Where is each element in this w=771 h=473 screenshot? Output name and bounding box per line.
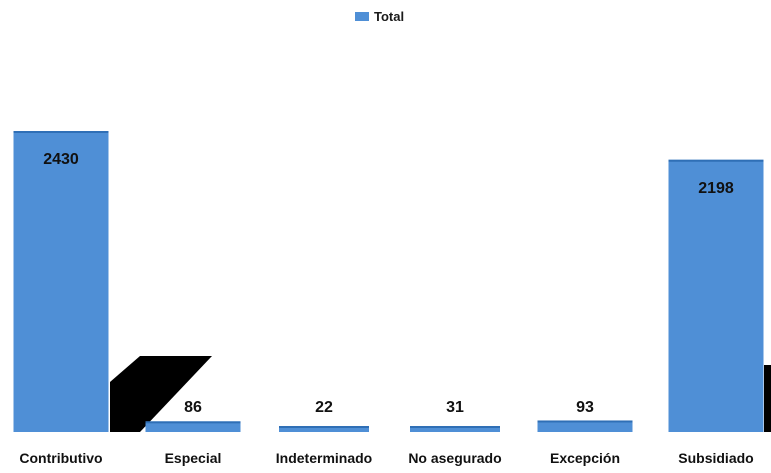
category-label-no-asegurado: No asegurado — [408, 450, 501, 466]
category-labels: Contributivo Especial Indeterminado No a… — [19, 450, 753, 466]
data-labels: 2430 86 22 31 93 2198 — [43, 151, 734, 416]
bar-top-edge-contributivo — [13, 131, 109, 133]
bar-indeterminado — [279, 426, 369, 432]
bar-top-edge-indeterminado — [279, 426, 369, 428]
bar-shadow-subsidiado — [764, 365, 771, 432]
bar-shadows — [110, 356, 771, 432]
bar-contributivo — [13, 131, 109, 432]
legend: Total — [355, 9, 404, 24]
data-label-no-asegurado: 31 — [446, 399, 464, 416]
bar-subsidiado — [668, 159, 764, 433]
category-label-indeterminado: Indeterminado — [276, 450, 372, 466]
bar-top-edge-no-asegurado — [410, 426, 500, 428]
category-label-subsidiado: Subsidiado — [678, 450, 753, 466]
data-label-especial: 86 — [184, 399, 202, 416]
bar-excepcion — [537, 420, 633, 432]
bar-shadow-contributivo — [110, 356, 212, 432]
bar-top-edge-subsidiado — [668, 159, 764, 162]
bar-top-edge-excepcion — [537, 420, 633, 423]
data-label-subsidiado: 2198 — [698, 180, 734, 197]
data-label-contributivo: 2430 — [43, 151, 79, 168]
bars — [13, 131, 764, 433]
bar-top-edge-especial — [145, 421, 241, 424]
category-label-especial: Especial — [165, 450, 222, 466]
legend-label-total: Total — [374, 9, 404, 24]
category-label-contributivo: Contributivo — [19, 450, 102, 466]
category-label-excepcion: Excepción — [550, 450, 620, 466]
bar-especial — [145, 421, 241, 432]
data-label-indeterminado: 22 — [315, 399, 333, 416]
data-label-excepcion: 93 — [576, 399, 594, 416]
bar-no-asegurado — [410, 426, 500, 432]
legend-swatch — [355, 12, 369, 21]
